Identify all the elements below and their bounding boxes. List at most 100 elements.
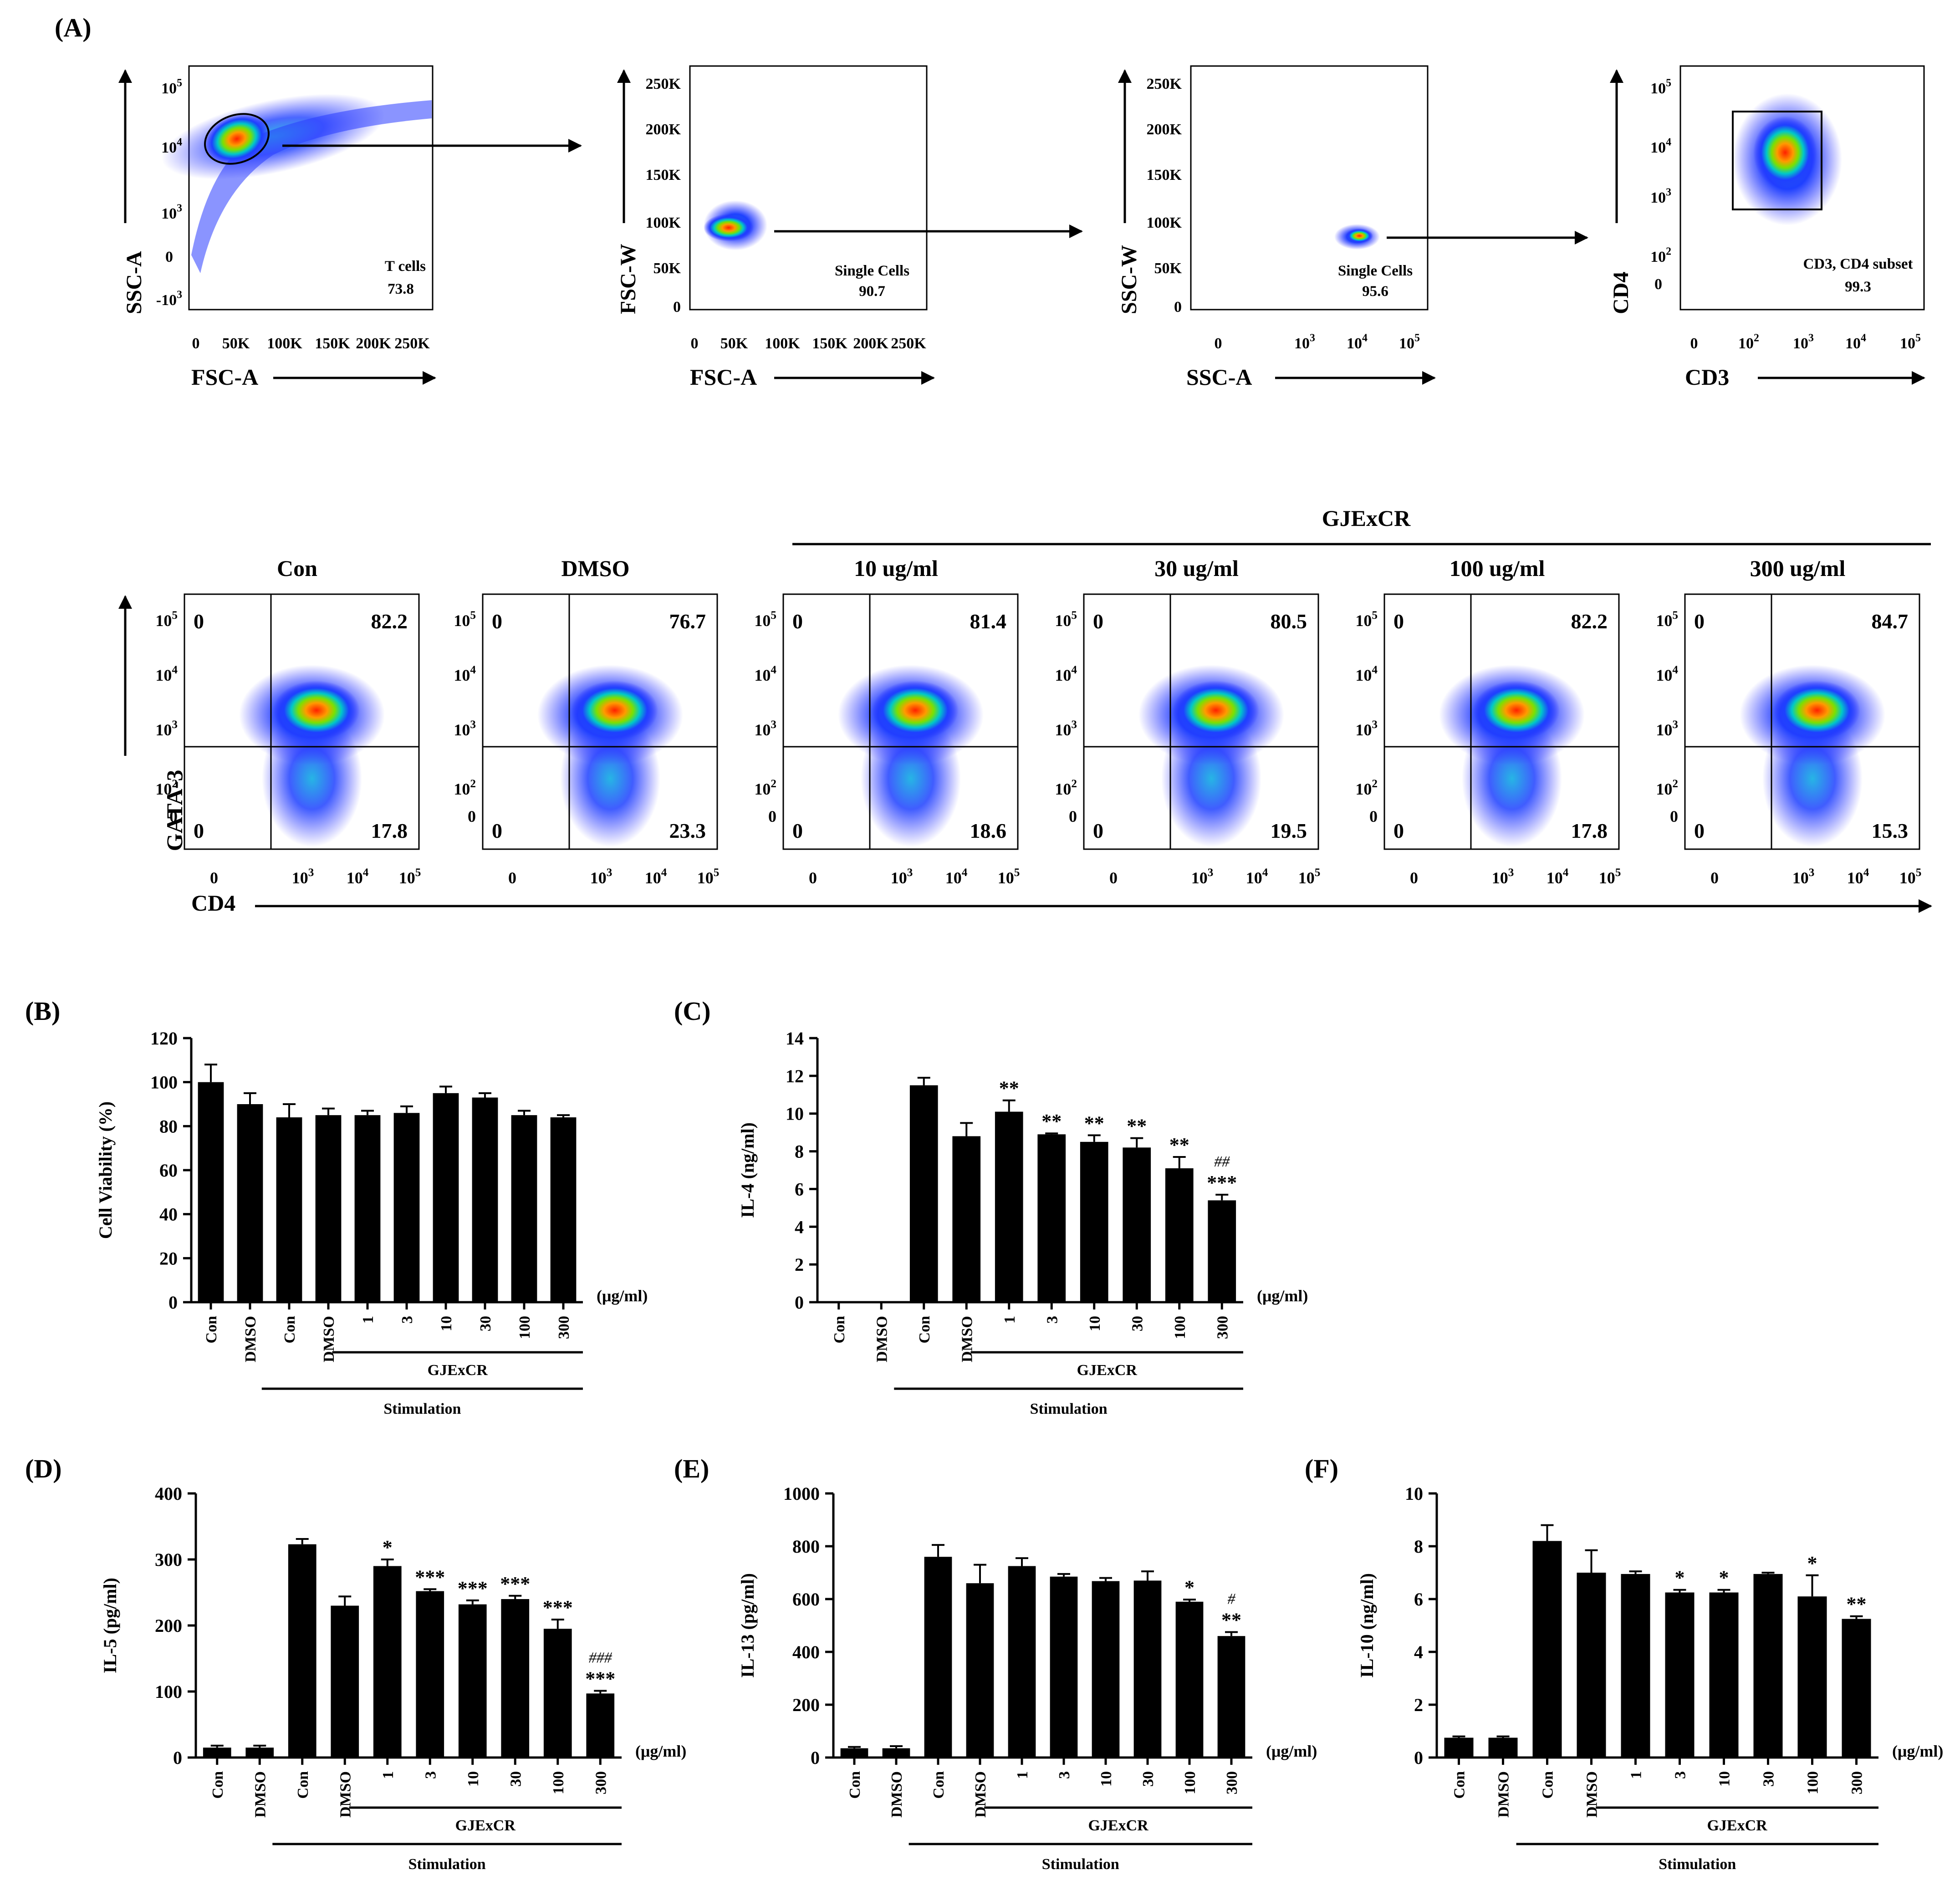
plot-title: 300 ug/ml — [1750, 555, 1846, 581]
x-tick: 50K — [720, 335, 748, 352]
quadrant-ll: 0 — [1393, 819, 1404, 842]
bar — [373, 1566, 402, 1758]
significance-mark: ** — [1127, 1115, 1147, 1137]
x-tick-label: 1 — [1001, 1316, 1018, 1324]
bar — [1037, 1134, 1066, 1302]
bar — [1577, 1573, 1606, 1758]
significance-mark: * — [1184, 1576, 1194, 1599]
bar — [458, 1604, 487, 1758]
bar — [1797, 1596, 1827, 1758]
bar — [472, 1097, 498, 1302]
x-tick-label: DMSO — [321, 1316, 337, 1362]
y-tick-label: 100 — [150, 1072, 178, 1093]
x-tick-labels: 0 103 104 105 — [1215, 332, 1420, 352]
tick-label: 103 — [1792, 866, 1815, 887]
significance-hash: # — [1228, 1591, 1236, 1608]
bar — [203, 1748, 231, 1758]
y-tick: 0 — [165, 249, 173, 265]
stimulation-label: Stimulation — [1030, 1401, 1108, 1417]
quadrant-lr: 15.3 — [1872, 819, 1909, 842]
x-tick-label: DMSO — [242, 1316, 259, 1362]
bar — [198, 1082, 224, 1302]
bar — [315, 1115, 342, 1302]
bar — [966, 1583, 994, 1758]
tick-label: 104 — [645, 866, 667, 887]
bar — [354, 1115, 381, 1302]
plot-title: 30 ug/ml — [1154, 555, 1239, 581]
significance-mark: *** — [415, 1566, 445, 1588]
quadrant-row: GJExCR GATA-3 CD4 Con 0 82.2 0 17.8 105 104 103… — [118, 505, 1932, 916]
significance-mark: *** — [458, 1577, 488, 1600]
unit-label: (μg/ml) — [597, 1287, 648, 1305]
quadrant-lr: 17.8 — [371, 819, 408, 842]
y-axis-label: IL-4 (ng/ml) — [737, 1122, 758, 1218]
y-axis-label: GATA-3 — [162, 770, 187, 851]
quadrant-ur: 84.7 — [1872, 610, 1909, 633]
x-tick-label: Con — [1451, 1771, 1468, 1799]
x-tick: 200K — [853, 335, 888, 352]
y-tick-label: 10 — [786, 1104, 804, 1124]
x-tick-label: Con — [831, 1316, 848, 1344]
x-tick-label: 1 — [380, 1771, 397, 1779]
x-tick-label: 300 — [1849, 1771, 1866, 1794]
y-tick-label: 8 — [795, 1141, 804, 1162]
x-tick-labels: 0 50K 100K 150K 200K 250K — [192, 335, 430, 352]
tick-label: 0 — [1410, 869, 1418, 887]
quadrant-ur: 82.2 — [371, 610, 408, 633]
density-core — [1473, 681, 1560, 740]
tick-label: 105 — [998, 866, 1020, 887]
significance-mark: ** — [999, 1077, 1019, 1100]
bar — [1444, 1737, 1474, 1758]
bar — [882, 1748, 910, 1758]
bar — [433, 1093, 459, 1302]
x-tick-label: 30 — [1761, 1771, 1777, 1787]
x-tick: 250K — [394, 335, 430, 352]
y-tick: 200K — [646, 121, 681, 138]
quadrant-ul: 0 — [1694, 610, 1705, 633]
x-tick-label: 100 — [1805, 1771, 1822, 1794]
y-axis-label: Cell Viability (%) — [95, 1101, 116, 1239]
gate-name: T cells — [385, 258, 426, 275]
x-tick-label: 300 — [1224, 1771, 1240, 1794]
y-tick-label: 0 — [1414, 1748, 1423, 1768]
bar-chart-c: 0 2 4 6 8 10 12 14 IL-4 (ng/ml) Con DMSO Con DMSO 1 **… — [737, 1028, 1308, 1417]
y-tick-label: 80 — [159, 1116, 178, 1136]
x-tick: 103 — [1294, 332, 1315, 352]
stimulation-label: Stimulation — [1659, 1856, 1736, 1873]
plot-frame — [482, 593, 718, 850]
quadrant-ll: 0 — [492, 819, 502, 842]
plot-frame — [1679, 65, 1925, 311]
y-tick-labels: 250K 200K 150K 100K 50K 0 — [1147, 76, 1182, 316]
bar — [276, 1117, 302, 1302]
x-axis-label: SSC-A — [1186, 364, 1252, 390]
bar — [393, 1113, 420, 1302]
x-tick-label: 30 — [1129, 1316, 1146, 1331]
y-tick-label: 1000 — [783, 1483, 820, 1504]
y-axis-label: IL-10 (ng/ml) — [1357, 1573, 1377, 1678]
significance-mark: * — [1675, 1567, 1685, 1589]
x-tick-label: DMSO — [1584, 1771, 1601, 1818]
tick-label: 103 — [590, 866, 612, 887]
unit-label: (μg/ml) — [1257, 1287, 1308, 1305]
tick-label: 105 — [1055, 609, 1077, 630]
tick-label: 105 — [1298, 866, 1321, 887]
tick-label: 103 — [155, 718, 178, 739]
tick-label: 103 — [1191, 866, 1214, 887]
x-tick: 102 — [1738, 332, 1759, 352]
bar — [1709, 1592, 1739, 1758]
x-tick-label: 100 — [1182, 1771, 1199, 1794]
density-core — [204, 112, 270, 165]
group-label: GJExCR — [1077, 1362, 1138, 1379]
panel-label-d: (D) — [25, 1454, 62, 1483]
x-tick: 100K — [765, 335, 800, 352]
bar-chart-f: 0 2 4 6 8 10 IL-10 (ng/ml) Con DMSO Con DMSO 1 3 * 10 *… — [1357, 1483, 1943, 1873]
significance-mark: *** — [1207, 1172, 1237, 1194]
density-core — [572, 681, 658, 740]
y-tick-label: 0 — [795, 1292, 804, 1313]
gate-value: 73.8 — [388, 281, 414, 297]
bar — [288, 1544, 316, 1758]
density-core — [1753, 116, 1817, 189]
panel-label-c: (C) — [674, 996, 711, 1026]
